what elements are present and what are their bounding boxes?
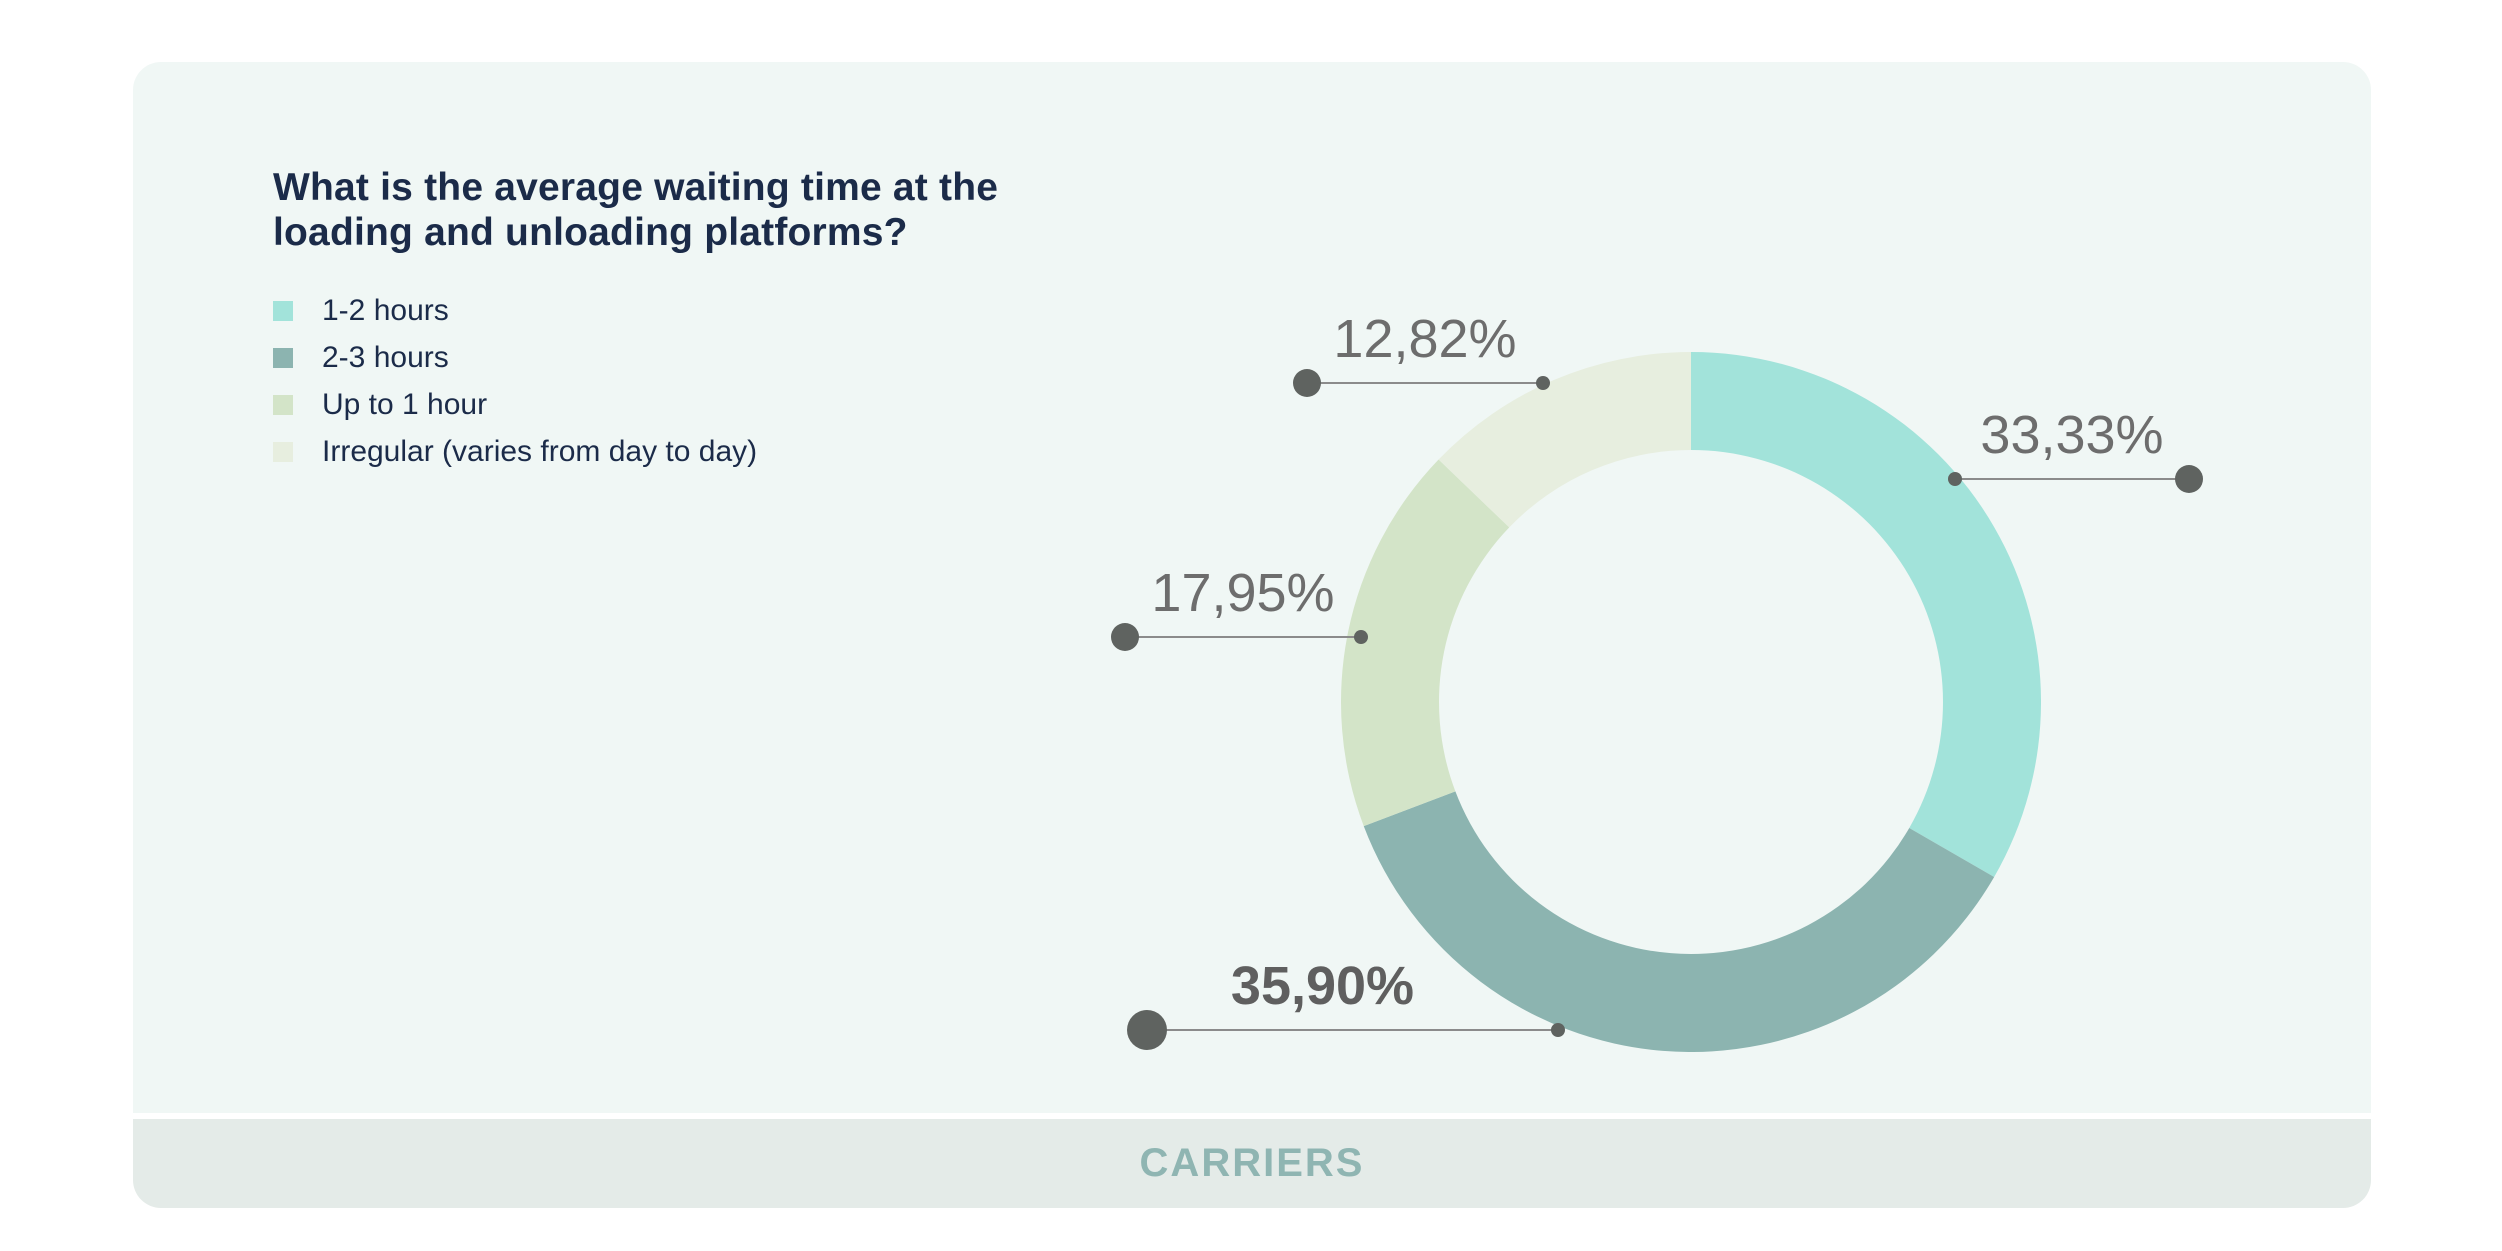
footer-band: CARRIERS (133, 1119, 2371, 1208)
legend-item: 2-3 hours (273, 334, 757, 381)
donut-segment (1341, 459, 1510, 827)
legend-item: Irregular (varies from day to day) (273, 428, 757, 475)
legend-swatch (273, 394, 293, 415)
chart-legend: 1-2 hours 2-3 hours Up to 1 hour Irregul… (273, 287, 757, 475)
callout-irregular: 12,82% (1293, 309, 1550, 397)
legend-swatch (273, 300, 293, 321)
callout-1-2-hours: 33,33% (1948, 405, 2203, 493)
leader-dot-end (1127, 1010, 1167, 1050)
page-title: What is the average waiting time at the … (273, 165, 998, 255)
leader-dot-end (2175, 465, 2203, 493)
donut-segment (1363, 791, 1995, 1052)
leader-dot-chart (1536, 376, 1550, 390)
page-title-line-1: What is the average waiting time at the (273, 166, 999, 209)
callout-up-to-1-hour: 17,95% (1111, 563, 1368, 651)
survey-card: What is the average waiting time at the … (133, 62, 2371, 1208)
legend-swatch (273, 347, 293, 368)
callout-2-3-hours: 35,90% (1127, 956, 1565, 1050)
footer-label: CARRIERS (1139, 1141, 1365, 1185)
donut-segment (1438, 352, 1691, 528)
legend-label: Up to 1 hour (322, 387, 488, 421)
leader-dot-chart (1354, 630, 1368, 644)
legend-label: Irregular (varies from day to day) (322, 434, 758, 468)
legend-label: 2-3 hours (322, 340, 449, 374)
leader-line (1293, 369, 1550, 397)
leader-line (1948, 465, 2203, 493)
callout-value: 12,82% (1333, 309, 1517, 369)
leader-dot-chart (1948, 472, 1962, 486)
leader-dot-end (1293, 369, 1321, 397)
leader-line (1127, 1010, 1565, 1050)
callout-value: 33,33% (1980, 405, 2164, 465)
leader-line (1111, 623, 1368, 651)
legend-label: 1-2 hours (322, 293, 449, 327)
legend-swatch (273, 441, 293, 462)
card-body: What is the average waiting time at the … (133, 62, 2371, 1113)
callout-value: 17,95% (1151, 563, 1335, 623)
legend-item: 1-2 hours (273, 287, 757, 334)
legend-item: Up to 1 hour (273, 381, 757, 428)
page-title-line-2: loading and unloading platforms? (273, 211, 908, 254)
leader-dot-chart (1551, 1023, 1565, 1037)
leader-dot-end (1111, 623, 1139, 651)
donut-chart (1341, 352, 2041, 1052)
callout-value: 35,90% (1230, 956, 1415, 1016)
